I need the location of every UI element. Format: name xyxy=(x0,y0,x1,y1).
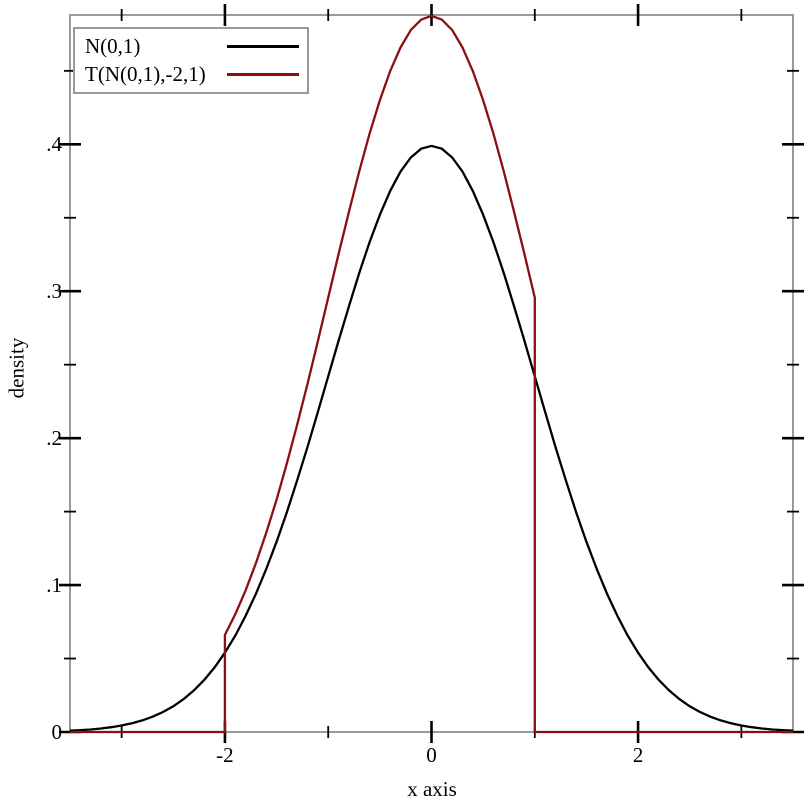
y-axis-title: density xyxy=(4,337,29,399)
x-tick-label: 2 xyxy=(632,743,644,767)
series-normal-line xyxy=(69,144,794,732)
y-tick-label: .2 xyxy=(46,426,62,451)
legend-line-sample-normal xyxy=(227,44,299,48)
legend-item-truncated: T(N(0,1),-2,1) xyxy=(85,62,299,87)
legend-item-normal: N(0,1) xyxy=(85,34,299,59)
y-tick-label: 0 xyxy=(51,720,63,744)
y-tick-label: .4 xyxy=(46,132,62,157)
series-truncated-line xyxy=(70,14,793,734)
x-tick-label: 0 xyxy=(426,743,437,767)
legend: N(0,1) T(N(0,1),-2,1) xyxy=(73,27,309,94)
x-tick-label: -2 xyxy=(216,743,234,767)
legend-line-sample-truncated xyxy=(227,73,299,77)
legend-label-normal: N(0,1) xyxy=(85,33,141,58)
plot-frame xyxy=(69,14,794,733)
legend-label-truncated: T(N(0,1),-2,1) xyxy=(85,61,206,86)
tick-marks xyxy=(59,4,804,743)
y-tick-label: .1 xyxy=(46,573,62,598)
y-tick-label: .3 xyxy=(46,279,62,304)
x-axis-title: x axis xyxy=(407,777,457,801)
